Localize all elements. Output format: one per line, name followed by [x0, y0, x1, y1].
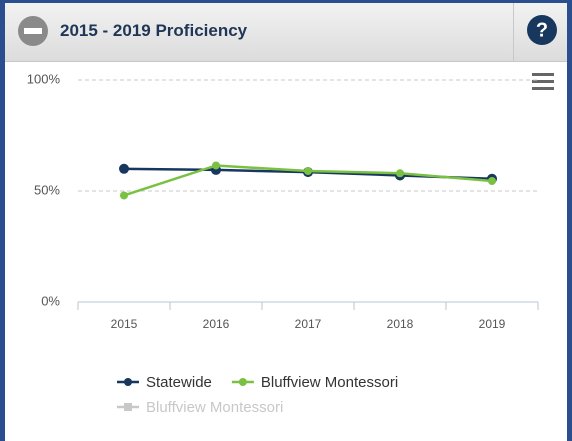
legend-label: Bluffview Montessori: [261, 374, 398, 391]
y-tick-label: 100%: [27, 71, 61, 86]
divider: [513, 3, 514, 61]
data-point: [119, 163, 129, 174]
x-tick-label: 2017: [295, 317, 322, 331]
x-tick-label: 2016: [203, 317, 230, 331]
legend-swatch: [238, 378, 247, 386]
collapse-button[interactable]: [15, 13, 55, 53]
chart: 0% 50% 100% 2015 2016 2017 2018 2019 Statewide Bl…: [27, 71, 554, 416]
data-point: [120, 191, 128, 200]
legend-swatch: [124, 378, 132, 386]
x-tick-label: 2019: [479, 317, 506, 331]
svg-text:?: ?: [536, 19, 548, 41]
header-title: 2015 - 2019 Proficiency: [60, 21, 248, 40]
menu-button[interactable]: [532, 73, 554, 90]
header-bar: 2015 - 2019 Proficiency ?: [5, 3, 567, 62]
legend-swatch: [124, 403, 132, 411]
help-button[interactable]: ?: [526, 14, 562, 50]
x-tick-label: 2018: [387, 317, 414, 331]
data-point: [396, 169, 404, 178]
data-point: [488, 177, 496, 186]
y-tick-label: 0%: [41, 293, 60, 308]
x-tick-label: 2015: [111, 317, 138, 331]
legend-label: Statewide: [146, 374, 212, 391]
data-point: [212, 161, 220, 170]
y-tick-label: 50%: [34, 182, 60, 197]
data-point: [304, 167, 312, 176]
legend-label: Bluffview Montessori: [146, 399, 283, 416]
